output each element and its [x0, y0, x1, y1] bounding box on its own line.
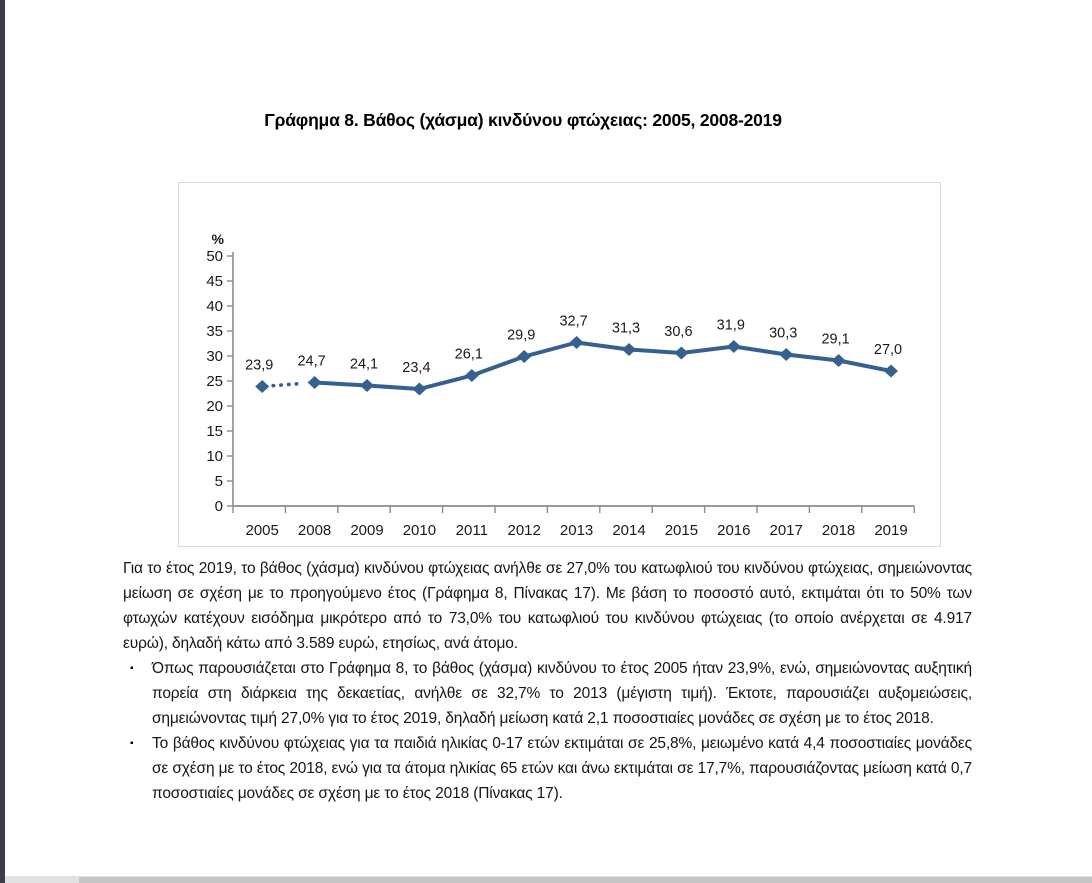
- series-line-segment: [522, 340, 579, 359]
- data-point-marker: [255, 380, 270, 393]
- series-dotted-segment: [271, 381, 306, 388]
- data-point-label: 23,9: [245, 358, 273, 374]
- x-axis-category-label: 2019: [874, 522, 907, 539]
- series-line-segment: [417, 373, 474, 391]
- y-axis-tick-label: 45: [206, 273, 223, 290]
- x-axis-category-label: 2011: [456, 522, 488, 539]
- y-axis-tick-label: 0: [215, 498, 223, 515]
- data-point-marker: [307, 376, 322, 389]
- chart-frame: 0 5 10 15 20 25 30 35 40 45 50% 2005 2008 2009 2010 201…: [178, 182, 941, 547]
- x-axis-category-label: 2012: [508, 522, 541, 539]
- y-axis-tick-label: 30: [206, 348, 223, 365]
- series-line-segment: [312, 380, 369, 388]
- data-point-label: 26,1: [455, 347, 483, 363]
- data-point-label: 32,7: [559, 314, 587, 330]
- horizontal-scrollbar[interactable]: [79, 877, 1092, 883]
- x-axis-category-label: 2013: [560, 522, 593, 539]
- y-axis-tick-label: 25: [206, 373, 223, 390]
- data-point-marker: [412, 382, 427, 396]
- series-line-segment: [574, 340, 631, 352]
- poverty-gap-line-chart: 0 5 10 15 20 25 30 35 40 45 50% 2005 2008 2009 2010 201…: [206, 231, 915, 539]
- data-point-label: 29,1: [821, 332, 849, 348]
- x-axis-category-label: 2015: [665, 522, 698, 539]
- y-axis-unit-label: %: [212, 231, 225, 247]
- data-point-marker: [674, 346, 689, 360]
- data-point-label: 24,7: [297, 354, 325, 370]
- data-point-label: 30,6: [664, 324, 692, 340]
- bullet-item: ▪ Όπως παρουσιάζεται στο Γράφημα 8, το β…: [123, 656, 972, 731]
- lead-paragraph: Για το έτος 2019, το βάθος (χάσμα) κινδύ…: [123, 560, 972, 652]
- bullet-square-icon: ▪: [130, 738, 134, 749]
- x-axis-category-label: 2005: [246, 522, 279, 539]
- series-line-segment: [365, 383, 422, 391]
- x-axis-category-label: 2008: [298, 522, 331, 539]
- y-axis-tick-label: 35: [206, 323, 223, 340]
- y-axis-tick-label: 20: [206, 398, 223, 415]
- x-axis-category-label: 2009: [350, 522, 383, 539]
- bullet-item: ▪ Το βάθος κινδύνου φτώχειας για τα παιδ…: [123, 731, 972, 806]
- data-point-marker: [779, 348, 794, 361]
- y-axis-tick-label: 40: [206, 298, 223, 315]
- data-point-label: 29,9: [507, 328, 535, 344]
- y-axis-tick-label: 50: [206, 248, 223, 265]
- series-line-segment: [731, 344, 789, 357]
- series-line-segment: [627, 347, 684, 355]
- data-point-label: 30,3: [769, 326, 797, 342]
- y-axis-tick-label: 15: [206, 423, 223, 440]
- chart-title: Γράφημα 8. Βάθος (χάσμα) κινδύνου φτώχει…: [264, 110, 782, 130]
- x-axis-category-label: 2014: [612, 522, 645, 539]
- y-axis-tick-label: 5: [215, 473, 223, 490]
- data-point-marker: [464, 369, 479, 382]
- data-point-label: 31,3: [612, 321, 640, 337]
- data-point-marker: [360, 379, 374, 392]
- data-point-marker: [517, 350, 532, 363]
- bullet-square-icon: ▪: [130, 663, 134, 674]
- data-point-marker: [726, 340, 741, 353]
- data-point-marker: [569, 336, 584, 349]
- data-point-label: 31,9: [717, 318, 745, 334]
- x-axis-category-label: 2010: [403, 522, 436, 539]
- x-axis-category-label: 2016: [717, 522, 750, 539]
- data-point-label: 23,4: [402, 360, 430, 376]
- data-point-marker: [622, 343, 636, 356]
- data-point-marker: [884, 364, 898, 378]
- data-point-label: 24,1: [350, 357, 378, 373]
- y-axis-tick-label: 10: [206, 448, 223, 465]
- data-point-marker: [831, 354, 846, 367]
- body-text: Για το έτος 2019, το βάθος (χάσμα) κινδύ…: [123, 556, 972, 806]
- series-line-segment: [679, 344, 736, 355]
- page-left-edge: [0, 0, 5, 883]
- series-line-segment: [469, 354, 527, 378]
- bullet-text: Το βάθος κινδύνου φτώχειας για τα παιδιά…: [152, 735, 972, 802]
- data-point-label: 27,0: [874, 342, 902, 358]
- series-line-segment: [836, 358, 893, 373]
- series-line-segment: [784, 352, 841, 363]
- bullet-text: Όπως παρουσιάζεται στο Γράφημα 8, το βάθ…: [152, 660, 972, 727]
- x-axis-category-label: 2018: [822, 522, 855, 539]
- page-bottom-edge: [5, 876, 1092, 883]
- x-axis-category-label: 2017: [770, 522, 803, 539]
